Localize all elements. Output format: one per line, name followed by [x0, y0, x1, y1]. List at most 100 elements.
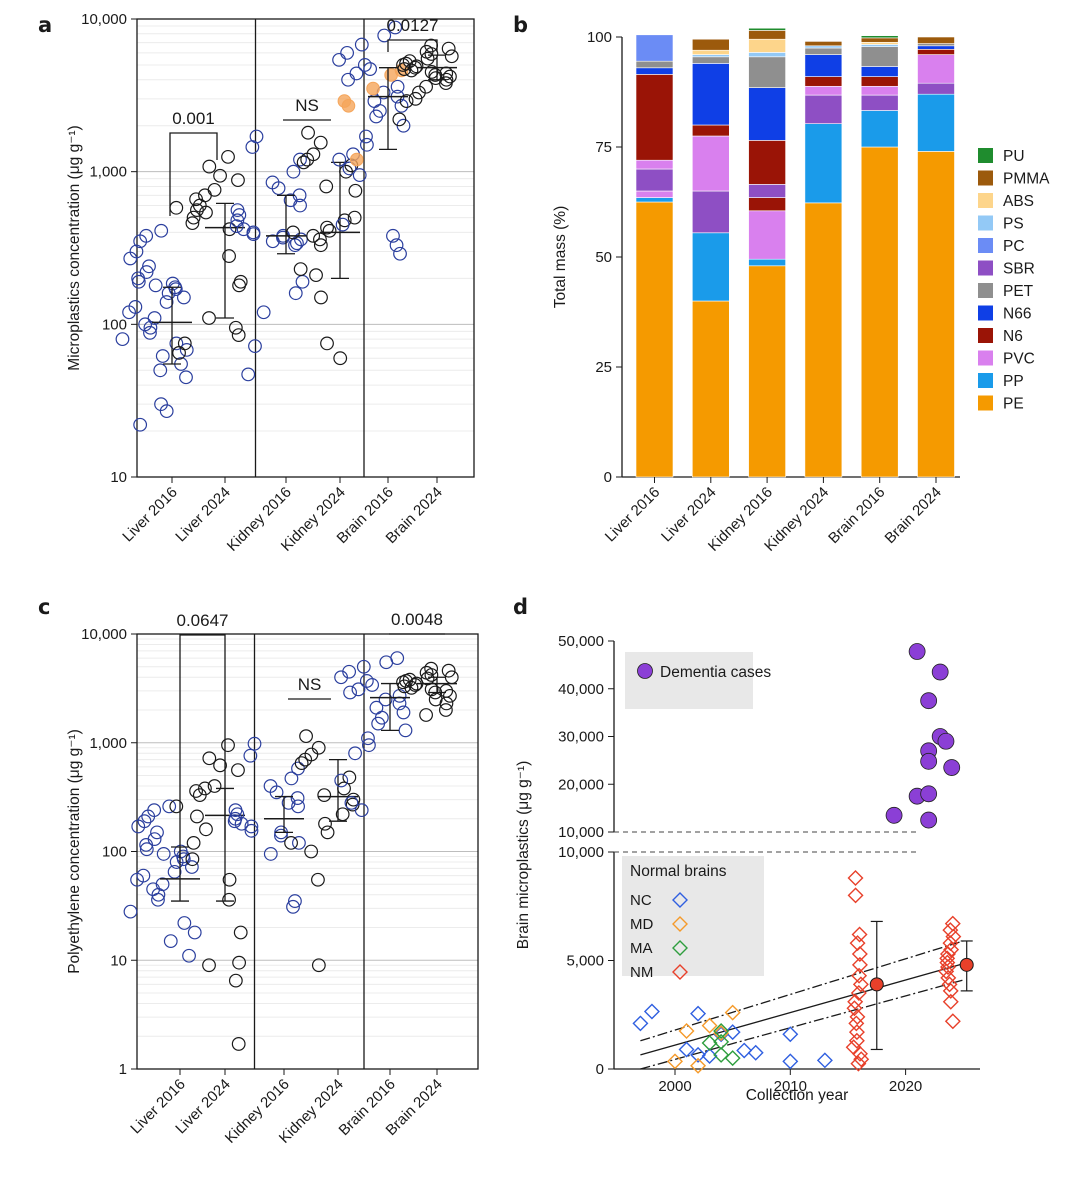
data-point-liver-2016 — [147, 311, 162, 325]
data-point-kidney-2024 — [300, 152, 315, 167]
data-point-brain-2016 — [332, 52, 346, 67]
data-point-liver-2024 — [231, 1037, 246, 1051]
y-tick-label: 75 — [595, 139, 612, 156]
data-point-liver-2016 — [155, 349, 170, 363]
data-point-kidney-2016 — [288, 894, 302, 908]
data-point-brain-2024 — [397, 62, 412, 76]
bar-segment-pe — [748, 265, 786, 478]
regression-line — [640, 963, 964, 1056]
data-point-liver-2024 — [186, 835, 201, 850]
bar-segment-n6 — [748, 140, 786, 185]
data-point-liver-2016 — [169, 336, 184, 351]
data-point-liver-2016 — [156, 847, 171, 861]
legend-swatch-pp — [978, 373, 993, 388]
y-tick-label: 10,000 — [81, 11, 127, 28]
data-point-nc — [736, 1042, 753, 1059]
data-point-kidney-2024 — [301, 125, 315, 140]
data-point-kidney-2024 — [348, 183, 363, 198]
bar-segment-sbr — [635, 168, 674, 192]
data-point-kidney-2016 — [244, 823, 259, 838]
bar-segment-pe — [691, 300, 730, 478]
y-tick-label: 10,000 — [81, 626, 127, 643]
data-point-brain-2024 — [419, 708, 433, 722]
data-point-kidney-2016 — [284, 771, 299, 786]
data-point-kidney-2024 — [319, 179, 334, 194]
x-axis-label: Collection year — [746, 1087, 849, 1104]
legend-label-nm: NM — [630, 964, 653, 981]
data-point-liver-2016 — [159, 404, 174, 419]
data-point-brain-2016 — [389, 238, 404, 253]
highlighted-point — [366, 81, 380, 96]
data-point-liver-2016 — [130, 872, 144, 887]
bar-segment-sbr — [804, 94, 843, 124]
data-point-nm — [848, 1015, 865, 1032]
data-point-kidney-2016 — [274, 828, 288, 843]
data-point-nc — [690, 1046, 707, 1063]
data-point-liver-2016 — [182, 948, 196, 963]
data-point-brain-2024 — [412, 85, 426, 100]
data-point-liver-2016 — [122, 305, 136, 320]
dementia-point — [885, 806, 903, 824]
panel-a-label: a — [38, 13, 52, 37]
data-point-liver-2024 — [232, 955, 246, 970]
data-point-liver-2016 — [141, 809, 156, 824]
data-point-liver-2024 — [222, 249, 236, 263]
data-point-kidney-2024 — [318, 816, 332, 831]
bar-segment-ps — [748, 52, 786, 58]
legend-label-pmma: PMMA — [1003, 171, 1050, 188]
data-point-brain-2016 — [392, 688, 407, 703]
data-point-kidney-2024 — [313, 238, 328, 253]
data-point-md — [678, 1023, 695, 1040]
legend-swatch-pc — [978, 238, 993, 253]
data-point-brain-2024 — [438, 76, 453, 91]
data-point-liver-2024 — [169, 799, 184, 814]
data-point-kidney-2016 — [293, 152, 307, 167]
bar-segment-pet — [860, 46, 899, 67]
data-point-liver-2016 — [151, 887, 166, 902]
y-tick-label: 30,000 — [558, 729, 604, 746]
bar-segment-pp — [804, 123, 843, 204]
data-point-liver-2024 — [190, 809, 204, 824]
data-point-nm — [940, 969, 957, 986]
data-point-brain-2016 — [369, 109, 384, 124]
data-point-kidney-2024 — [347, 210, 362, 225]
dementia-point — [908, 643, 926, 660]
data-point-nm — [941, 976, 958, 993]
y-tick-label: 10 — [110, 469, 127, 486]
data-point-liver-2016 — [123, 251, 138, 266]
y-axis-label: Total mass (%) — [552, 206, 569, 309]
data-point-liver-2016 — [154, 223, 169, 238]
legend-marker-nc — [672, 892, 688, 908]
data-point-brain-2016 — [354, 803, 369, 818]
y-tick-label: 10,000 — [558, 844, 604, 861]
bar-segment-pvc — [691, 135, 730, 192]
bar-segment-n6 — [804, 76, 843, 87]
legend-swatch-pvc — [978, 350, 993, 366]
data-point-liver-2024 — [185, 852, 200, 867]
data-point-kidney-2016 — [248, 339, 262, 354]
data-point-kidney-2024 — [313, 232, 327, 247]
bar-segment-pet — [804, 47, 843, 55]
legend-label-md: MD — [630, 916, 653, 933]
data-point-liver-2016 — [148, 278, 163, 293]
data-point-kidney-2024 — [299, 729, 313, 744]
data-point-kidney-2024 — [320, 825, 335, 840]
data-point-kidney-2024 — [311, 872, 325, 887]
data-point-brain-2016 — [344, 795, 359, 810]
legend-marker-nm — [672, 964, 688, 980]
dementia-point — [920, 752, 938, 770]
data-point-liver-2016 — [139, 842, 154, 857]
y-tick-label: 50 — [595, 249, 612, 266]
bar-segment-n66 — [635, 67, 674, 75]
y-axis-label: Brain microplastics (μg g⁻¹) — [515, 761, 532, 950]
data-point-brain-2024 — [408, 91, 423, 106]
data-point-liver-2016 — [187, 925, 202, 940]
bar-segment-abs — [748, 38, 786, 53]
data-point-nm — [942, 922, 959, 939]
data-point-kidney-2016 — [245, 140, 260, 154]
legend-label-abs: ABS — [1003, 193, 1034, 210]
plot-frame — [136, 18, 475, 478]
data-point-nm — [943, 941, 960, 958]
bar-segment-n66 — [917, 45, 955, 50]
y-tick-label: 10,000 — [558, 824, 604, 841]
